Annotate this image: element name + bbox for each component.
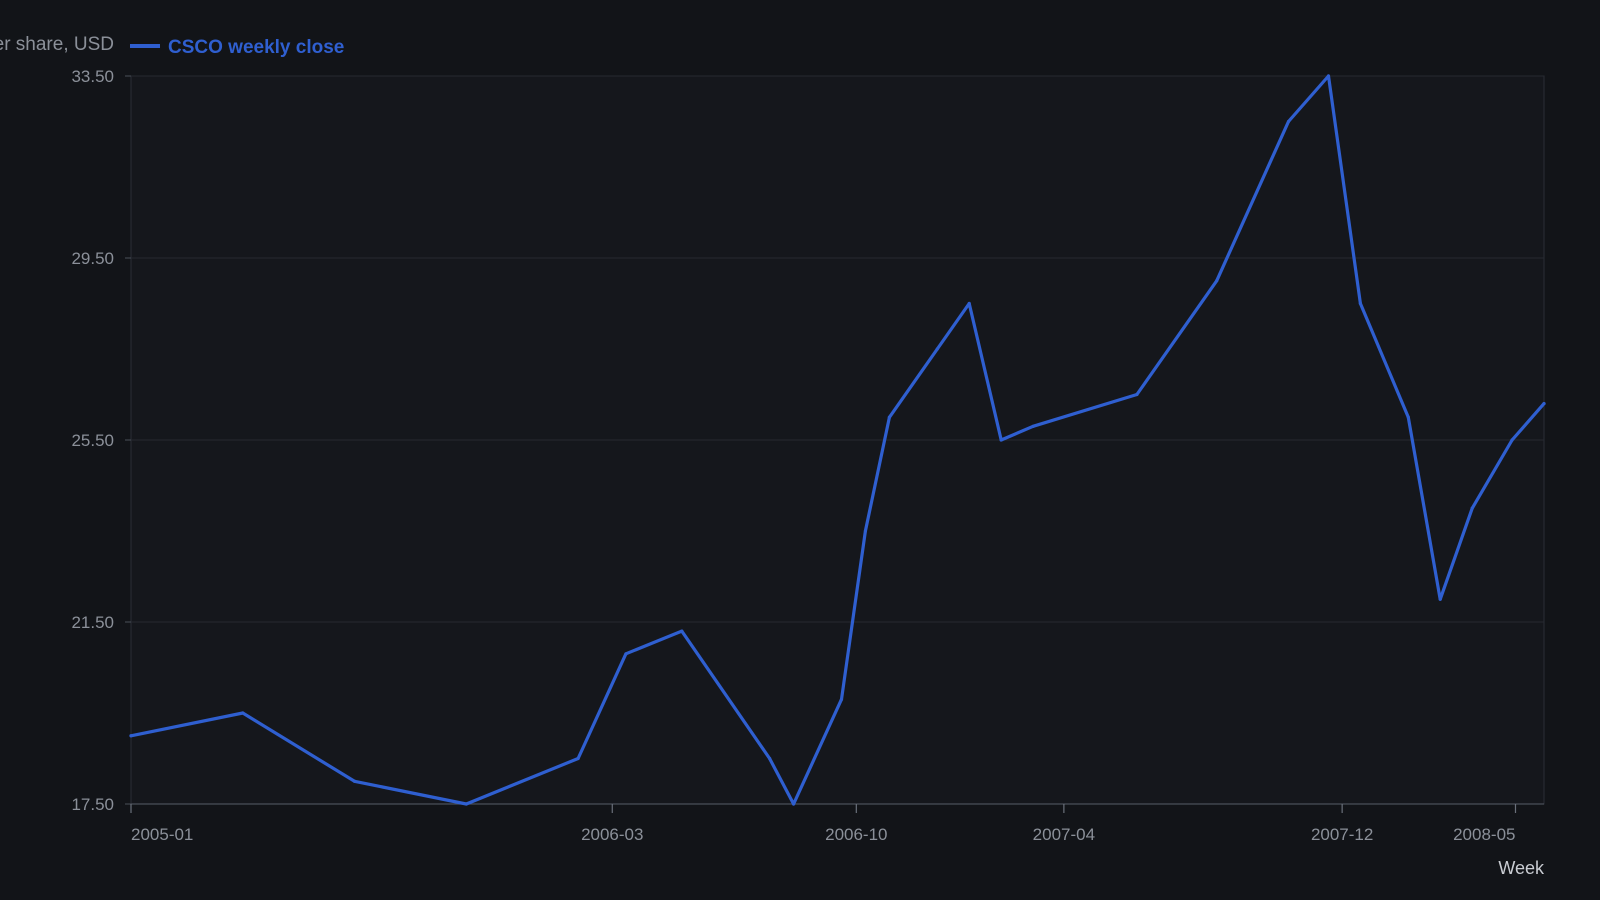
x-tick-label: 2008-05 xyxy=(1453,825,1515,844)
series-line[interactable] xyxy=(129,74,1546,806)
data-point[interactable] xyxy=(241,711,245,715)
series-layer xyxy=(129,74,1546,806)
x-tick-label: 2006-10 xyxy=(825,825,887,844)
data-point[interactable] xyxy=(1406,415,1410,419)
data-point[interactable] xyxy=(464,802,468,806)
x-tick-label: 2006-03 xyxy=(581,825,643,844)
x-axis-title: Week xyxy=(1498,858,1545,878)
legend[interactable]: CSCO weekly close xyxy=(130,37,344,58)
data-point[interactable] xyxy=(352,779,357,783)
data-point[interactable] xyxy=(887,415,891,419)
data-point[interactable] xyxy=(863,529,868,533)
x-axis: 2005-01 2006-03 2006-10 2007-04 2007-12 2008-… xyxy=(130,803,1544,844)
data-point[interactable] xyxy=(1542,402,1546,406)
y-tick-label: 29.50 xyxy=(71,249,114,268)
data-point[interactable] xyxy=(680,629,684,633)
y-tick-label: 25.50 xyxy=(71,431,114,450)
data-point[interactable] xyxy=(1510,438,1514,442)
data-point[interactable] xyxy=(129,734,133,738)
data-point[interactable] xyxy=(1286,119,1291,124)
data-point[interactable] xyxy=(999,438,1003,442)
data-point[interactable] xyxy=(1031,424,1035,428)
data-point[interactable] xyxy=(576,756,580,761)
data-point[interactable] xyxy=(1215,279,1219,283)
x-tick-label: 2007-12 xyxy=(1311,825,1373,844)
data-point[interactable] xyxy=(1470,506,1474,510)
data-point[interactable] xyxy=(624,652,628,656)
x-tick-label: 2007-04 xyxy=(1033,825,1095,844)
y-tick-label: 33.50 xyxy=(71,67,114,86)
data-point[interactable] xyxy=(1358,301,1362,306)
data-point[interactable] xyxy=(935,347,939,351)
data-point[interactable] xyxy=(839,697,844,701)
data-point[interactable] xyxy=(967,301,971,306)
x-tick-label: 2005-01 xyxy=(131,825,193,844)
y-axis: 17.50 21.50 25.50 29.50 33.50 xyxy=(71,67,131,814)
y-tick-label: 21.50 xyxy=(71,613,114,632)
data-point[interactable] xyxy=(791,802,796,806)
y-axis-title: er share, USD xyxy=(0,34,114,55)
data-point[interactable] xyxy=(1326,74,1331,78)
y-tick-label: 17.50 xyxy=(71,795,114,814)
legend-label: CSCO weekly close xyxy=(168,37,344,58)
data-point[interactable] xyxy=(1438,597,1442,601)
data-point[interactable] xyxy=(1135,392,1139,397)
data-point[interactable] xyxy=(768,756,772,761)
